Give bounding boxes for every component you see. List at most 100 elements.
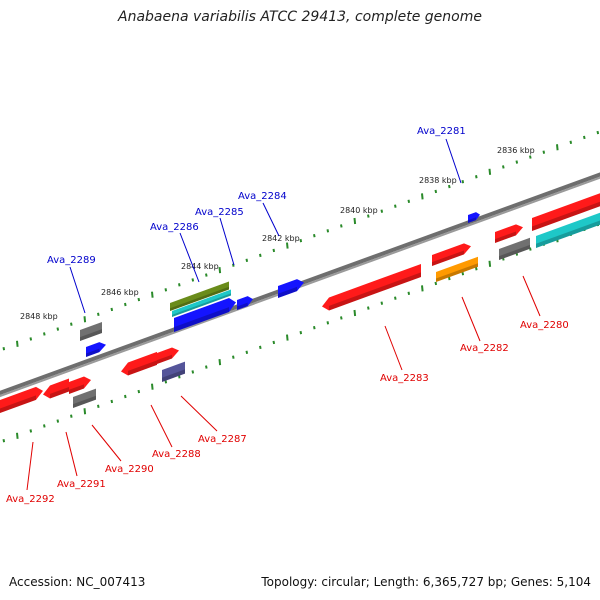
scale-tick (461, 179, 465, 184)
scale-tick (97, 404, 100, 409)
gene-label-ava-2286[interactable]: Ava_2286 (150, 222, 199, 233)
scale-tick (2, 347, 6, 351)
genome-stats-text: Topology: circular; Length: 6,365,727 bp… (261, 575, 591, 589)
gene-label-ava-2281[interactable]: Ava_2281 (417, 126, 466, 137)
gene-ava-2284-block[interactable] (278, 279, 304, 298)
scale-tick (43, 424, 46, 428)
gene-label-ava-2289[interactable]: Ava_2289 (47, 255, 96, 266)
scale-label-2848: 2848 kbp (20, 312, 58, 321)
gene-label-ava-2282[interactable]: Ava_2282 (460, 343, 509, 354)
scale-tick (70, 414, 73, 418)
scale-tick (191, 370, 195, 374)
leader-ava-2286 (179, 232, 200, 283)
scale-label-2838: 2838 kbp (419, 176, 457, 185)
scale-tick (232, 263, 235, 267)
scale-tick (326, 229, 330, 233)
scale-tick (218, 267, 222, 274)
gene-orange-block[interactable] (436, 256, 478, 282)
scale-tick (110, 307, 114, 312)
scale-tick (29, 337, 33, 341)
scale-tick (556, 144, 559, 151)
scale-tick (164, 288, 168, 292)
leader-ava-2288 (150, 404, 173, 448)
gene-label-ava-2290[interactable]: Ava_2290 (105, 464, 154, 475)
leader-ava-2282 (461, 296, 481, 342)
gene-label-ava-2283[interactable]: Ava_2283 (380, 373, 429, 384)
gene-label-ava-2288[interactable]: Ava_2288 (152, 449, 201, 460)
gene-ava-2288-block[interactable] (121, 351, 157, 376)
gene-red-block-2282a[interactable] (495, 224, 523, 243)
leader-ava-2285 (219, 217, 235, 266)
leader-ava-2287 (180, 395, 218, 432)
scale-tick (421, 193, 424, 200)
scale-label-2846: 2846 kbp (101, 288, 139, 297)
gene-ava-2285-block[interactable] (237, 296, 253, 310)
scale-tick (83, 408, 87, 415)
scale-tick (353, 309, 357, 317)
gene-ava-2282-block[interactable] (432, 243, 471, 266)
leader-ava-2292 (26, 441, 34, 491)
accession-text: Accession: NC_007413 (9, 575, 146, 589)
scale-tick (515, 160, 519, 164)
scale-tick (340, 224, 343, 228)
scale-tick (529, 155, 532, 159)
scale-tick (245, 258, 249, 262)
leader-ava-2290 (91, 424, 122, 462)
scale-tick (502, 165, 505, 169)
gene-gray-block-right[interactable] (499, 237, 530, 260)
scale-tick (434, 281, 438, 286)
scale-tick (488, 168, 492, 175)
scale-tick (380, 301, 384, 305)
gene-ava-2291-block[interactable] (43, 378, 69, 399)
gene-olive-block[interactable] (170, 281, 229, 311)
scale-label-2836: 2836 kbp (497, 146, 535, 155)
scale-tick (461, 271, 465, 276)
gene-label-ava-2284[interactable]: Ava_2284 (238, 191, 287, 202)
scale-tick (596, 130, 600, 135)
scale-tick (137, 297, 141, 302)
gene-blue-block-left[interactable] (86, 342, 106, 357)
scale-tick (367, 306, 370, 310)
gene-label-ava-2287[interactable]: Ava_2287 (198, 434, 247, 445)
gene-ava-2283-block[interactable] (322, 263, 421, 311)
gene-label-ava-2280[interactable]: Ava_2280 (520, 320, 569, 331)
scale-tick (43, 332, 46, 336)
gene-ava-2289-block[interactable] (80, 321, 102, 341)
gene-cyan-block-mid[interactable] (172, 289, 231, 317)
scale-tick (110, 399, 114, 404)
scale-tick (151, 291, 154, 298)
scale-tick (299, 330, 303, 335)
gene-label-ava-2291[interactable]: Ava_2291 (57, 479, 106, 490)
gene-ava-2281-block[interactable] (468, 212, 480, 223)
gene-label-ava-2285[interactable]: Ava_2285 (195, 207, 244, 218)
scale-tick (70, 322, 73, 326)
gene-gray-block-left[interactable] (73, 388, 96, 408)
scale-tick (259, 345, 262, 350)
gene-ava-2280-block[interactable] (532, 189, 600, 231)
gene-ava-2292-block[interactable] (0, 386, 43, 413)
scale-tick (380, 209, 384, 213)
scale-tick (407, 291, 411, 296)
scale-tick (124, 302, 127, 307)
gene-ava-2287-block[interactable] (157, 347, 179, 364)
scale-tick (313, 234, 316, 238)
scale-tick (178, 375, 181, 379)
map-title: Anabaena variabilis ATCC 29413, complete… (118, 9, 482, 25)
gene-red-block-2290[interactable] (69, 376, 91, 394)
scale-tick (421, 285, 424, 292)
scale-tick (394, 204, 397, 208)
gene-ava-2286-block[interactable] (174, 297, 236, 332)
gene-cyan-block-right[interactable] (536, 205, 600, 248)
scale-tick (178, 283, 181, 287)
gene-purple-block[interactable] (162, 361, 185, 382)
forward-tick-ring (2, 130, 600, 351)
scale-tick (97, 312, 100, 317)
scale-tick (259, 253, 262, 258)
scale-tick (434, 189, 438, 194)
scale-tick (164, 380, 168, 384)
leader-ava-2289 (69, 266, 86, 314)
gene-label-ava-2292[interactable]: Ava_2292 (6, 494, 55, 505)
scale-tick (475, 267, 478, 271)
scale-tick (205, 273, 208, 277)
scale-tick (542, 150, 546, 154)
